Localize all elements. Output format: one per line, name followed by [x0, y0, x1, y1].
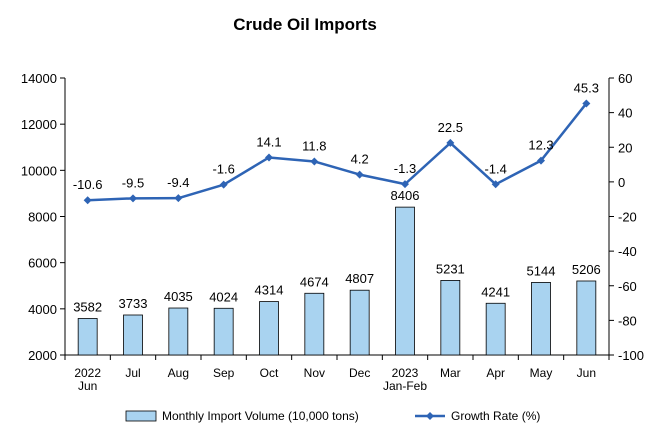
- bar: [213, 307, 234, 356]
- bar-value-label: 4674: [300, 274, 329, 289]
- bar-value-label: 4035: [164, 289, 193, 304]
- x-tick-label: Mar: [440, 366, 461, 380]
- bar-value-label: 4314: [255, 283, 284, 298]
- bar: [349, 289, 370, 356]
- line-point: [446, 138, 455, 147]
- growth-rate-line: [87, 102, 588, 202]
- line-point: [401, 180, 409, 189]
- x-tick-label: May: [530, 366, 553, 380]
- line-value-label: -10.6: [73, 177, 103, 192]
- y-right-tick-label: 0: [618, 175, 625, 190]
- bar: [123, 314, 143, 356]
- chart-title: Crude Oil Imports: [233, 15, 377, 34]
- bar: [77, 318, 98, 356]
- y-right-tick-label: -80: [618, 313, 637, 328]
- line-value-label: -1.4: [484, 161, 506, 176]
- y-left-tick-label: 10000: [21, 163, 57, 178]
- bar-value-label: 5206: [572, 262, 601, 277]
- bar: [531, 282, 551, 356]
- y-right-tick-label: 40: [618, 106, 632, 121]
- y-left-tick-label: 4000: [28, 302, 57, 317]
- line-value-label: -1.6: [212, 162, 234, 177]
- x-tick-label: Jan-Feb: [383, 379, 427, 393]
- x-tick-label: Oct: [260, 366, 279, 380]
- bar: [259, 301, 279, 356]
- line-value-label: -9.5: [122, 175, 144, 190]
- line-point: [265, 153, 273, 162]
- y-right-tick-label: -60: [618, 279, 637, 294]
- x-tick-label: 2023: [392, 366, 419, 380]
- x-tick-label: Aug: [168, 366, 189, 380]
- bar: [440, 280, 461, 356]
- line-series: [83, 99, 591, 205]
- line-point: [582, 99, 591, 108]
- legend-bar-label: Monthly Import Volume (10,000 tons): [162, 409, 359, 423]
- line-point: [491, 180, 500, 189]
- line-value-label: -1.3: [394, 161, 416, 176]
- bar: [168, 307, 189, 356]
- bar-value-label: 3582: [73, 299, 102, 314]
- x-tick-label: Nov: [304, 366, 325, 380]
- line-point: [83, 196, 92, 205]
- bar-value-label: 3733: [119, 296, 148, 311]
- bar: [576, 280, 597, 356]
- line-point: [219, 180, 228, 189]
- bar-value-label: 8406: [391, 188, 420, 203]
- legend: Monthly Import Volume (10,000 tons) Grow…: [125, 409, 540, 423]
- line-value-label: 45.3: [574, 80, 599, 95]
- axes: 2000 4000 6000 8000 10000 12000 14000 -100 -80 -6…: [21, 71, 644, 363]
- bar-series: [77, 206, 597, 356]
- x-tick-label: Jul: [125, 366, 140, 380]
- bar: [485, 302, 506, 356]
- bar-value-label: 4024: [209, 289, 238, 304]
- y-right-tick-label: 20: [618, 140, 632, 155]
- line-value-label: 14.1: [256, 134, 281, 149]
- x-tick-label: Jun: [577, 366, 596, 380]
- line-point: [355, 170, 364, 179]
- legend-line-label: Growth Rate (%): [451, 409, 540, 423]
- bar: [395, 206, 415, 356]
- line-point: [537, 156, 545, 165]
- bar-value-label: 5231: [436, 261, 465, 276]
- line-point: [310, 157, 319, 166]
- legend-bar-swatch: [125, 410, 157, 422]
- data-labels: 3582 3733 4035 4024 4314 4674 4807 8406 5231 4241…: [73, 80, 601, 314]
- x-tick-label: Dec: [349, 366, 370, 380]
- y-right-tick-label: -20: [618, 210, 637, 225]
- y-right-tick-label: -40: [618, 244, 637, 259]
- x-tick-label: Sep: [213, 366, 235, 380]
- y-left-tick-label: 14000: [21, 71, 57, 86]
- legend-line-marker: [426, 412, 434, 420]
- y-right-tick-label: 60: [618, 71, 632, 86]
- x-tick-label: Apr: [486, 366, 505, 380]
- bar-value-label: 4241: [481, 284, 510, 299]
- line-value-label: 22.5: [438, 120, 463, 135]
- bar: [304, 292, 325, 356]
- line-point: [174, 194, 183, 203]
- y-right-tick-label: -100: [618, 348, 644, 363]
- x-tick-label: Jun: [78, 379, 97, 393]
- line-value-label: 4.2: [351, 152, 369, 167]
- y-left-tick-label: 12000: [21, 117, 57, 132]
- line-value-label: 11.8: [302, 138, 326, 153]
- y-left-tick-label: 8000: [28, 210, 57, 225]
- bar-value-label: 4807: [345, 271, 374, 286]
- line-point: [129, 194, 137, 203]
- bar-value-label: 5144: [527, 263, 556, 278]
- y-left-tick-label: 6000: [28, 256, 57, 271]
- y-left-tick-label: 2000: [28, 348, 57, 363]
- x-tick-label: 2022: [74, 366, 101, 380]
- line-value-label: 12.3: [528, 138, 553, 153]
- line-value-label: -9.4: [167, 175, 189, 190]
